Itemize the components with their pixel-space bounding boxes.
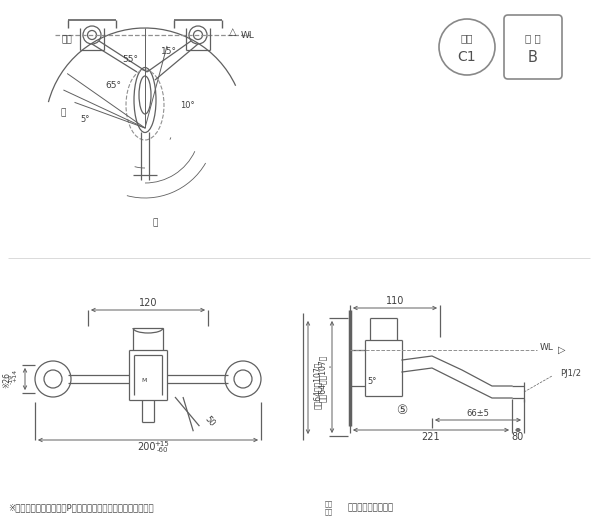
Text: 節 湯: 節 湯 — [525, 33, 541, 43]
Text: 5°: 5° — [80, 116, 89, 125]
Text: 15°: 15° — [161, 48, 177, 56]
Text: 最大: 最大 — [325, 501, 333, 507]
Text: -19: -19 — [8, 374, 14, 384]
Text: -60: -60 — [156, 447, 168, 453]
Text: 110: 110 — [386, 296, 404, 306]
Text: WL: WL — [241, 31, 255, 40]
Text: WL: WL — [540, 344, 554, 353]
Text: M: M — [142, 378, 146, 382]
Text: C1: C1 — [458, 50, 476, 64]
Text: 80: 80 — [512, 432, 524, 442]
Text: 200: 200 — [137, 442, 155, 452]
Text: △: △ — [229, 27, 237, 37]
Text: （胴64～胴107）: （胴64～胴107） — [313, 361, 322, 409]
Text: 水: 水 — [152, 219, 158, 228]
Text: 65°: 65° — [105, 81, 121, 90]
Text: 節湯: 節湯 — [461, 33, 473, 43]
Text: +15: +15 — [155, 441, 169, 447]
Text: 10°: 10° — [179, 101, 194, 110]
Text: 湯: 湯 — [61, 108, 65, 118]
Text: ▷: ▷ — [558, 345, 566, 355]
Text: ※26: ※26 — [2, 372, 11, 388]
Text: ⑤: ⑤ — [397, 403, 407, 417]
Text: 120: 120 — [139, 298, 157, 308]
Text: ※印寸法は配管ピッチ（P）が最大～最小の場合を（標準寸法: ※印寸法は配管ピッチ（P）が最大～最小の場合を（標準寸法 — [8, 504, 154, 513]
Text: +14: +14 — [13, 369, 17, 382]
Text: PJ1/2: PJ1/2 — [560, 369, 581, 378]
Text: 50: 50 — [203, 414, 216, 428]
Text: 221: 221 — [422, 432, 440, 442]
Text: B: B — [528, 50, 538, 64]
Text: 55°: 55° — [122, 55, 138, 64]
Text: ）で示しています。: ）で示しています。 — [348, 504, 394, 513]
Text: 最小: 最小 — [325, 508, 333, 515]
Text: 5°: 5° — [367, 378, 377, 386]
Text: （胴64～胴107）: （胴64～胴107） — [317, 354, 326, 402]
Text: 66±5: 66±5 — [467, 409, 490, 418]
Text: 混合: 混合 — [62, 35, 73, 44]
